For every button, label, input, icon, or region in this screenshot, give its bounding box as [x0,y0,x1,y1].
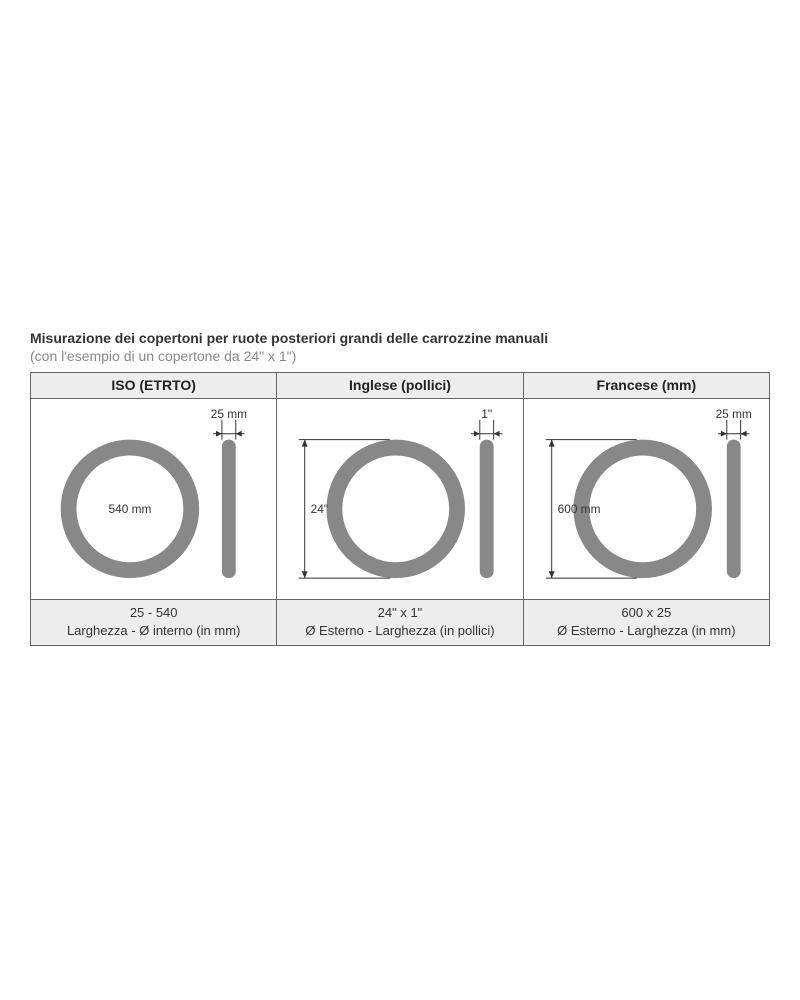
panel-header: Inglese (pollici) [277,373,522,399]
panel-footer: 25 - 540 Larghezza - Ø interno (in mm) [31,599,276,645]
tire-diagram-inglese: 1" 24" [277,399,522,599]
panel-header: ISO (ETRTO) [31,373,276,399]
panel-francese: Francese (mm) 25 mm 600 mm 600 x 25 Ø Est… [523,373,770,646]
footer-desc: Larghezza - Ø interno (in mm) [67,623,240,638]
footer-desc: Ø Esterno - Larghezza (in pollici) [305,623,494,638]
panel-row: ISO (ETRTO) 25 mm 540 mm 25 - 540 Larghez… [30,372,770,646]
footer-value: 24" x 1" [378,605,423,620]
infographic-title: Misurazione dei copertoni per ruote post… [30,330,770,346]
panel-body: 25 mm 600 mm [524,399,769,599]
panel-iso: ISO (ETRTO) 25 mm 540 mm 25 - 540 Larghez… [30,373,277,646]
svg-text:24": 24" [311,502,328,516]
panel-footer: 600 x 25 Ø Esterno - Larghezza (in mm) [524,599,769,645]
panel-header: Francese (mm) [524,373,769,399]
panel-body: 25 mm 540 mm [31,399,276,599]
tire-measurement-infographic: Misurazione dei copertoni per ruote post… [30,330,770,646]
svg-text:25 mm: 25 mm [715,407,751,421]
footer-desc: Ø Esterno - Larghezza (in mm) [557,623,735,638]
svg-text:600 mm: 600 mm [557,502,600,516]
tire-diagram-francese: 25 mm 600 mm [524,399,769,599]
svg-text:1": 1" [482,407,493,421]
svg-text:540 mm: 540 mm [109,502,152,516]
tire-diagram-iso: 25 mm 540 mm [31,399,276,599]
footer-value: 25 - 540 [130,605,178,620]
infographic-subtitle: (con l'esempio di un copertone da 24" x … [30,348,770,364]
panel-body: 1" 24" [277,399,522,599]
panel-footer: 24" x 1" Ø Esterno - Larghezza (in polli… [277,599,522,645]
panel-inglese: Inglese (pollici) 1" 24" 24" x 1" Ø Ester… [276,373,523,646]
svg-text:25 mm: 25 mm [211,407,247,421]
footer-value: 600 x 25 [621,605,671,620]
